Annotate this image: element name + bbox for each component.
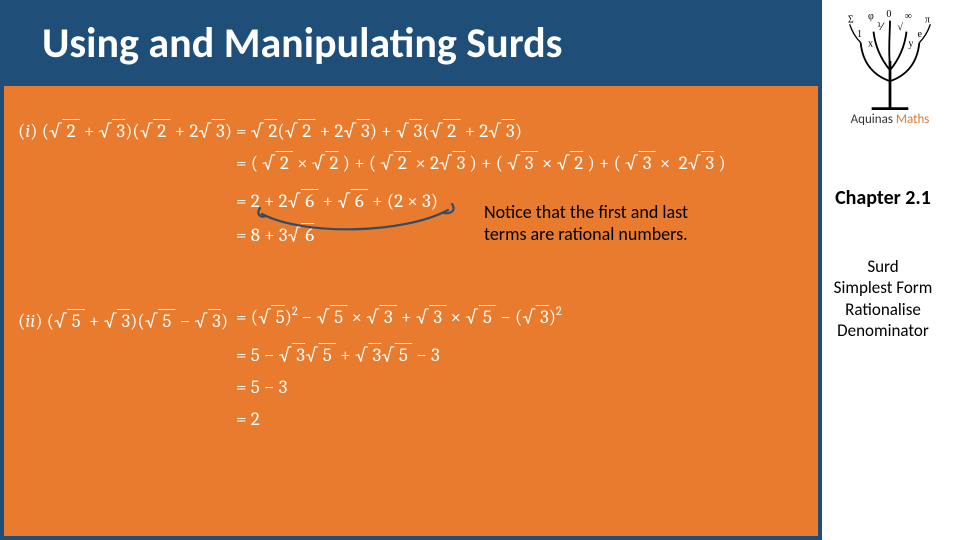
svg-text:y: y	[908, 38, 913, 49]
vocab-item: Surd	[822, 256, 944, 277]
content-panel: (i) (√ 2 + √ 3)(√ 2 + 2√ 3) = √ 2(√ 2 + …	[0, 86, 822, 540]
vocab-item: Simplest Form	[822, 277, 944, 298]
math-ii-line3: = 5 − 3	[236, 376, 287, 398]
math-i-line4: = 8 + 3√ 6	[236, 224, 314, 246]
logo-caption-b: Maths	[896, 112, 930, 127]
math-i-line1: = √ 2(√ 2 + 2√ 3) + √ 3(√ 2 + 2√ 3)	[236, 120, 522, 142]
math-i-line3: = 2 + 2√ 6 + √ 6 + (2 × 3)	[236, 190, 438, 212]
math-ii-line2: = 5 − √ 3√ 5 + √ 3√ 5 − 3	[236, 344, 440, 366]
math-ii-lhs: (ii) (√ 5 + √ 3)(√ 5 − √ 3)	[18, 310, 228, 332]
vocab-item: Rationalise	[822, 299, 944, 320]
svg-text:√: √	[897, 22, 903, 33]
tree-icon: Σ φ 0 ∞ π 1 ⅟ √ e x y	[835, 6, 945, 116]
svg-text:⅟: ⅟	[877, 22, 885, 33]
vocab-list: Surd Simplest Form Rationalise Denominat…	[822, 256, 944, 341]
title-band: Using and Manipulating Surds	[0, 0, 822, 86]
svg-text:e: e	[918, 29, 923, 40]
slide-title: Using and Manipulating Surds	[42, 18, 562, 69]
svg-text:∞: ∞	[905, 11, 912, 22]
svg-text:0: 0	[886, 9, 891, 20]
chapter-label: Chapter 2.1	[822, 186, 944, 210]
note-text: Notice that the first and last terms are…	[484, 202, 724, 245]
vocab-item: Denominator	[822, 320, 944, 341]
svg-text:Σ: Σ	[848, 15, 854, 26]
math-i-lhs: (i) (√ 2 + √ 3)(√ 2 + 2√ 3)	[18, 120, 232, 142]
slide: Using and Manipulating Surds Σ φ 0 ∞ π 1…	[0, 0, 960, 540]
svg-text:π: π	[925, 15, 930, 26]
logo-caption: Aquinas Maths	[851, 112, 930, 127]
svg-text:x: x	[868, 38, 873, 49]
svg-text:φ: φ	[868, 11, 874, 22]
math-i-line2: = ( √ 2 × √ 2 ) + ( √ 2 × 2√ 3 ) + ( √ 3…	[236, 152, 726, 174]
svg-text:1: 1	[857, 29, 862, 40]
logo-caption-a: Aquinas	[851, 112, 896, 127]
math-ii-line1: = (√ 5)2 − √ 5 × √ 3 + √ 3 × √ 5 − (√ 3)…	[236, 304, 562, 328]
logo: Σ φ 0 ∞ π 1 ⅟ √ e x y Aquinas Maths	[828, 6, 952, 146]
math-ii-line4: = 2	[236, 408, 260, 430]
